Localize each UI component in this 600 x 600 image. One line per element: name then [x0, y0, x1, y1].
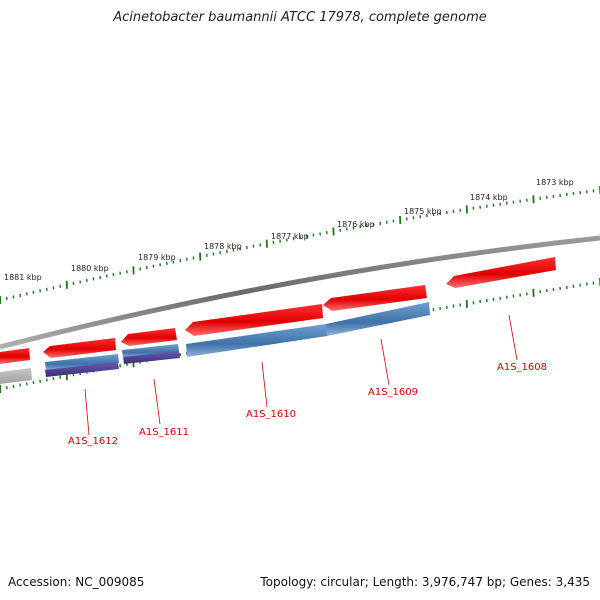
scale-label-1878: 1878 kbp	[204, 242, 242, 251]
gray-feature-partial[interactable]	[0, 368, 32, 384]
gene-label-a1s-1612[interactable]: A1S_1612	[68, 436, 118, 447]
gene-arrow-a1s-1610[interactable]	[185, 304, 323, 336]
leader-line-a1s-1609	[380, 338, 390, 386]
scale-label-1873: 1873 kbp	[536, 178, 574, 187]
scale-label-1875: 1875 kbp	[404, 207, 442, 216]
cds-track	[0, 257, 556, 364]
leader-line-a1s-1610	[261, 361, 268, 408]
scale-labels: 1873 kbp 1874 kbp 1875 kbp 1876 kbp 1877…	[4, 178, 574, 282]
gene-arrow-a1s-1609[interactable]	[323, 285, 427, 311]
scale-label-1876: 1876 kbp	[337, 220, 375, 229]
gene-arrow-a1s-1612[interactable]	[43, 338, 116, 358]
leader-line-a1s-1608	[508, 314, 518, 361]
scale-label-1877: 1877 kbp	[271, 232, 309, 241]
accession-text: Accession: NC_009085	[8, 575, 145, 589]
scale-label-1881: 1881 kbp	[4, 273, 42, 282]
scale-label-1879: 1879 kbp	[138, 253, 176, 262]
purple-feature-1611[interactable]	[123, 351, 180, 364]
gene-arrow-a1s-1608[interactable]	[446, 257, 556, 288]
outer-scale-ruler	[0, 186, 600, 305]
label-leader-lines	[84, 314, 518, 436]
genome-summary-text: Topology: circular; Length: 3,976,747 bp…	[260, 575, 590, 589]
feature-track-purple	[45, 351, 180, 377]
map-title: Acinetobacter baumannii ATCC 17978, comp…	[113, 10, 487, 25]
blue-feature-1611[interactable]	[122, 344, 179, 358]
gene-label-a1s-1610[interactable]: A1S_1610	[246, 409, 296, 420]
gene-label-a1s-1611[interactable]: A1S_1611	[139, 427, 189, 438]
gene-arrow-a1s-1611[interactable]	[121, 328, 177, 346]
gene-arrow-partial[interactable]	[0, 348, 30, 364]
feature-track-blue	[45, 302, 430, 371]
scale-label-1874: 1874 kbp	[470, 193, 508, 202]
gene-labels: A1S_1612 A1S_1611 A1S_1610 A1S_1609 A1S_…	[68, 362, 547, 447]
gene-label-a1s-1608[interactable]: A1S_1608	[497, 362, 547, 373]
genome-backbone	[0, 235, 600, 350]
blue-feature-1609[interactable]	[326, 302, 430, 336]
blue-feature-1612[interactable]	[45, 354, 119, 371]
purple-feature-1612[interactable]	[45, 362, 119, 377]
leader-line-a1s-1611	[153, 378, 161, 425]
scale-label-1880: 1880 kbp	[71, 264, 109, 273]
leader-line-a1s-1612	[84, 388, 90, 436]
gene-label-a1s-1609[interactable]: A1S_1609	[368, 387, 418, 398]
blue-feature-1610[interactable]	[186, 324, 327, 357]
